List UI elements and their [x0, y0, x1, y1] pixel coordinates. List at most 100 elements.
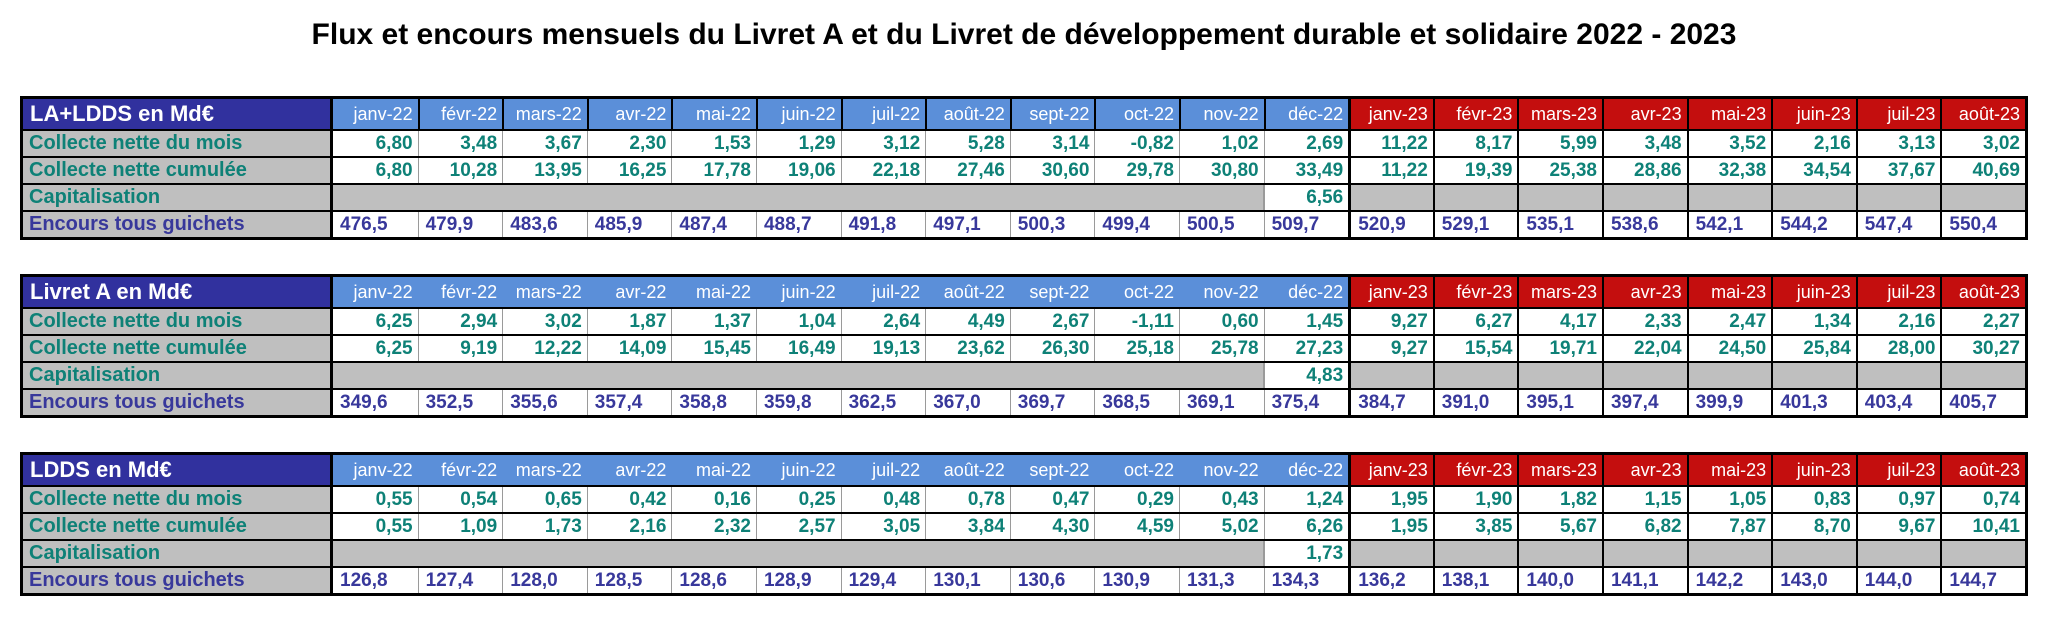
capitalisation-empty-2023 — [1855, 363, 1941, 388]
capitalisation-empty-2023 — [1517, 363, 1602, 388]
data-row-capitalisation: Capitalisation 6,56 — [23, 183, 2025, 210]
data-row-capitalisation: Capitalisation 1,73 — [23, 539, 2025, 566]
value-cell: 357,4 — [586, 390, 672, 415]
value-cell: 0,16 — [671, 487, 756, 512]
value-cell: 19,71 — [1517, 336, 1602, 361]
value-cell: 28,00 — [1855, 336, 1941, 361]
value-cell: 17,78 — [671, 158, 756, 183]
value-cell: 12,22 — [502, 336, 587, 361]
value-cell: 1,45 — [1263, 309, 1349, 334]
value-cell: 6,82 — [1601, 514, 1687, 539]
value-cell: 9,27 — [1348, 336, 1433, 361]
value-cell: 37,67 — [1855, 158, 1941, 183]
value-cell: 0,60 — [1178, 309, 1264, 334]
value-cell: 13,95 — [502, 158, 587, 183]
capitalisation-empty-2023 — [1771, 185, 1856, 210]
value-cell: 144,0 — [1855, 568, 1941, 593]
data-row-collecte_mois: Collecte nette du mois 6,80 3,48 3,67 2,30 1,… — [23, 129, 2025, 156]
month-header: sept-22 — [1009, 99, 1095, 129]
month-header: juil-22 — [840, 277, 926, 307]
value-cell: 1,73 — [502, 514, 587, 539]
value-cell: 143,0 — [1771, 568, 1856, 593]
value-cell: 0,74 — [1940, 487, 2025, 512]
row-label: Encours tous guichets — [23, 568, 333, 593]
value-cell: 6,26 — [1263, 514, 1349, 539]
value-cell: 134,3 — [1263, 568, 1349, 593]
month-header: févr-22 — [417, 277, 503, 307]
value-cell: 30,60 — [1009, 158, 1095, 183]
value-cell: 10,28 — [417, 158, 503, 183]
value-cell: 34,54 — [1771, 158, 1856, 183]
month-header: janv-23 — [1348, 455, 1433, 485]
month-header: sept-22 — [1009, 277, 1095, 307]
value-cell: 130,9 — [1094, 568, 1179, 593]
value-cell: -1,11 — [1094, 309, 1179, 334]
month-header: nov-22 — [1178, 99, 1264, 129]
value-cell: 391,0 — [1432, 390, 1518, 415]
value-cell: 9,19 — [417, 336, 503, 361]
data-row-collecte_cumulee: Collecte nette cumulée 6,25 9,19 12,22 14,09… — [23, 334, 2025, 361]
value-cell: 499,4 — [1094, 212, 1179, 237]
row-label: Collecte nette cumulée — [23, 514, 333, 539]
value-cell: 130,6 — [1009, 568, 1095, 593]
month-header: août-23 — [1940, 99, 2025, 129]
capitalisation-empty-2023 — [1771, 363, 1856, 388]
month-header: juil-23 — [1855, 277, 1941, 307]
capitalisation-empty-2023 — [1348, 185, 1433, 210]
capitalisation-empty-2023 — [1601, 541, 1687, 566]
month-header: févr-23 — [1432, 99, 1518, 129]
capitalisation-empty-2023 — [1517, 185, 1602, 210]
value-cell: 367,0 — [925, 390, 1010, 415]
value-cell: 2,16 — [1855, 309, 1941, 334]
value-cell: 10,41 — [1940, 514, 2025, 539]
value-cell: 491,8 — [840, 212, 926, 237]
header-row: LDDS en Md€ janv-22 févr-22 mars-22 avr-22 ma… — [23, 455, 2025, 485]
row-label: Capitalisation — [23, 185, 333, 210]
month-header: févr-22 — [417, 99, 503, 129]
value-cell: 136,2 — [1348, 568, 1433, 593]
month-header: juil-22 — [840, 99, 926, 129]
month-header: juin-23 — [1771, 99, 1856, 129]
value-cell: 28,86 — [1601, 158, 1687, 183]
month-header: juil-23 — [1855, 455, 1941, 485]
value-cell: 6,27 — [1432, 309, 1518, 334]
data-row-collecte_mois: Collecte nette du mois 0,55 0,54 0,65 0,42 0,… — [23, 485, 2025, 512]
value-cell: 130,1 — [925, 568, 1010, 593]
value-cell: 22,04 — [1601, 336, 1687, 361]
capitalisation-empty-2023 — [1855, 185, 1941, 210]
value-cell: 0,54 — [417, 487, 503, 512]
value-cell: 1,02 — [1178, 131, 1264, 156]
value-cell: 488,7 — [755, 212, 841, 237]
value-cell: 0,48 — [840, 487, 926, 512]
value-cell: 30,27 — [1940, 336, 2025, 361]
value-cell: 1,90 — [1432, 487, 1518, 512]
value-cell: 40,69 — [1940, 158, 2025, 183]
value-cell: 3,85 — [1432, 514, 1518, 539]
row-label: Capitalisation — [23, 541, 333, 566]
data-row-capitalisation: Capitalisation 4,83 — [23, 361, 2025, 388]
row-label: Collecte nette du mois — [23, 487, 333, 512]
value-cell: 529,1 — [1432, 212, 1518, 237]
value-cell: 509,7 — [1263, 212, 1349, 237]
value-cell: 358,8 — [671, 390, 756, 415]
value-cell: 126,8 — [333, 568, 418, 593]
value-cell: 5,67 — [1517, 514, 1602, 539]
value-cell: 0,43 — [1178, 487, 1264, 512]
capitalisation-empty-2023 — [1601, 363, 1687, 388]
value-cell: 2,27 — [1940, 309, 2025, 334]
value-cell: 142,2 — [1686, 568, 1772, 593]
value-cell: 2,16 — [586, 514, 672, 539]
value-cell: 6,25 — [333, 309, 418, 334]
value-cell: 22,18 — [840, 158, 926, 183]
value-cell: 1,82 — [1517, 487, 1602, 512]
value-cell: 5,28 — [925, 131, 1010, 156]
value-cell: 2,32 — [671, 514, 756, 539]
value-cell: 485,9 — [586, 212, 672, 237]
value-cell: 3,48 — [1601, 131, 1687, 156]
value-cell: 15,54 — [1432, 336, 1518, 361]
capitalisation-empty-2023 — [1855, 541, 1941, 566]
value-cell: 3,02 — [502, 309, 587, 334]
month-header: sept-22 — [1009, 455, 1095, 485]
month-header: août-22 — [925, 277, 1010, 307]
value-cell: 0,29 — [1094, 487, 1179, 512]
